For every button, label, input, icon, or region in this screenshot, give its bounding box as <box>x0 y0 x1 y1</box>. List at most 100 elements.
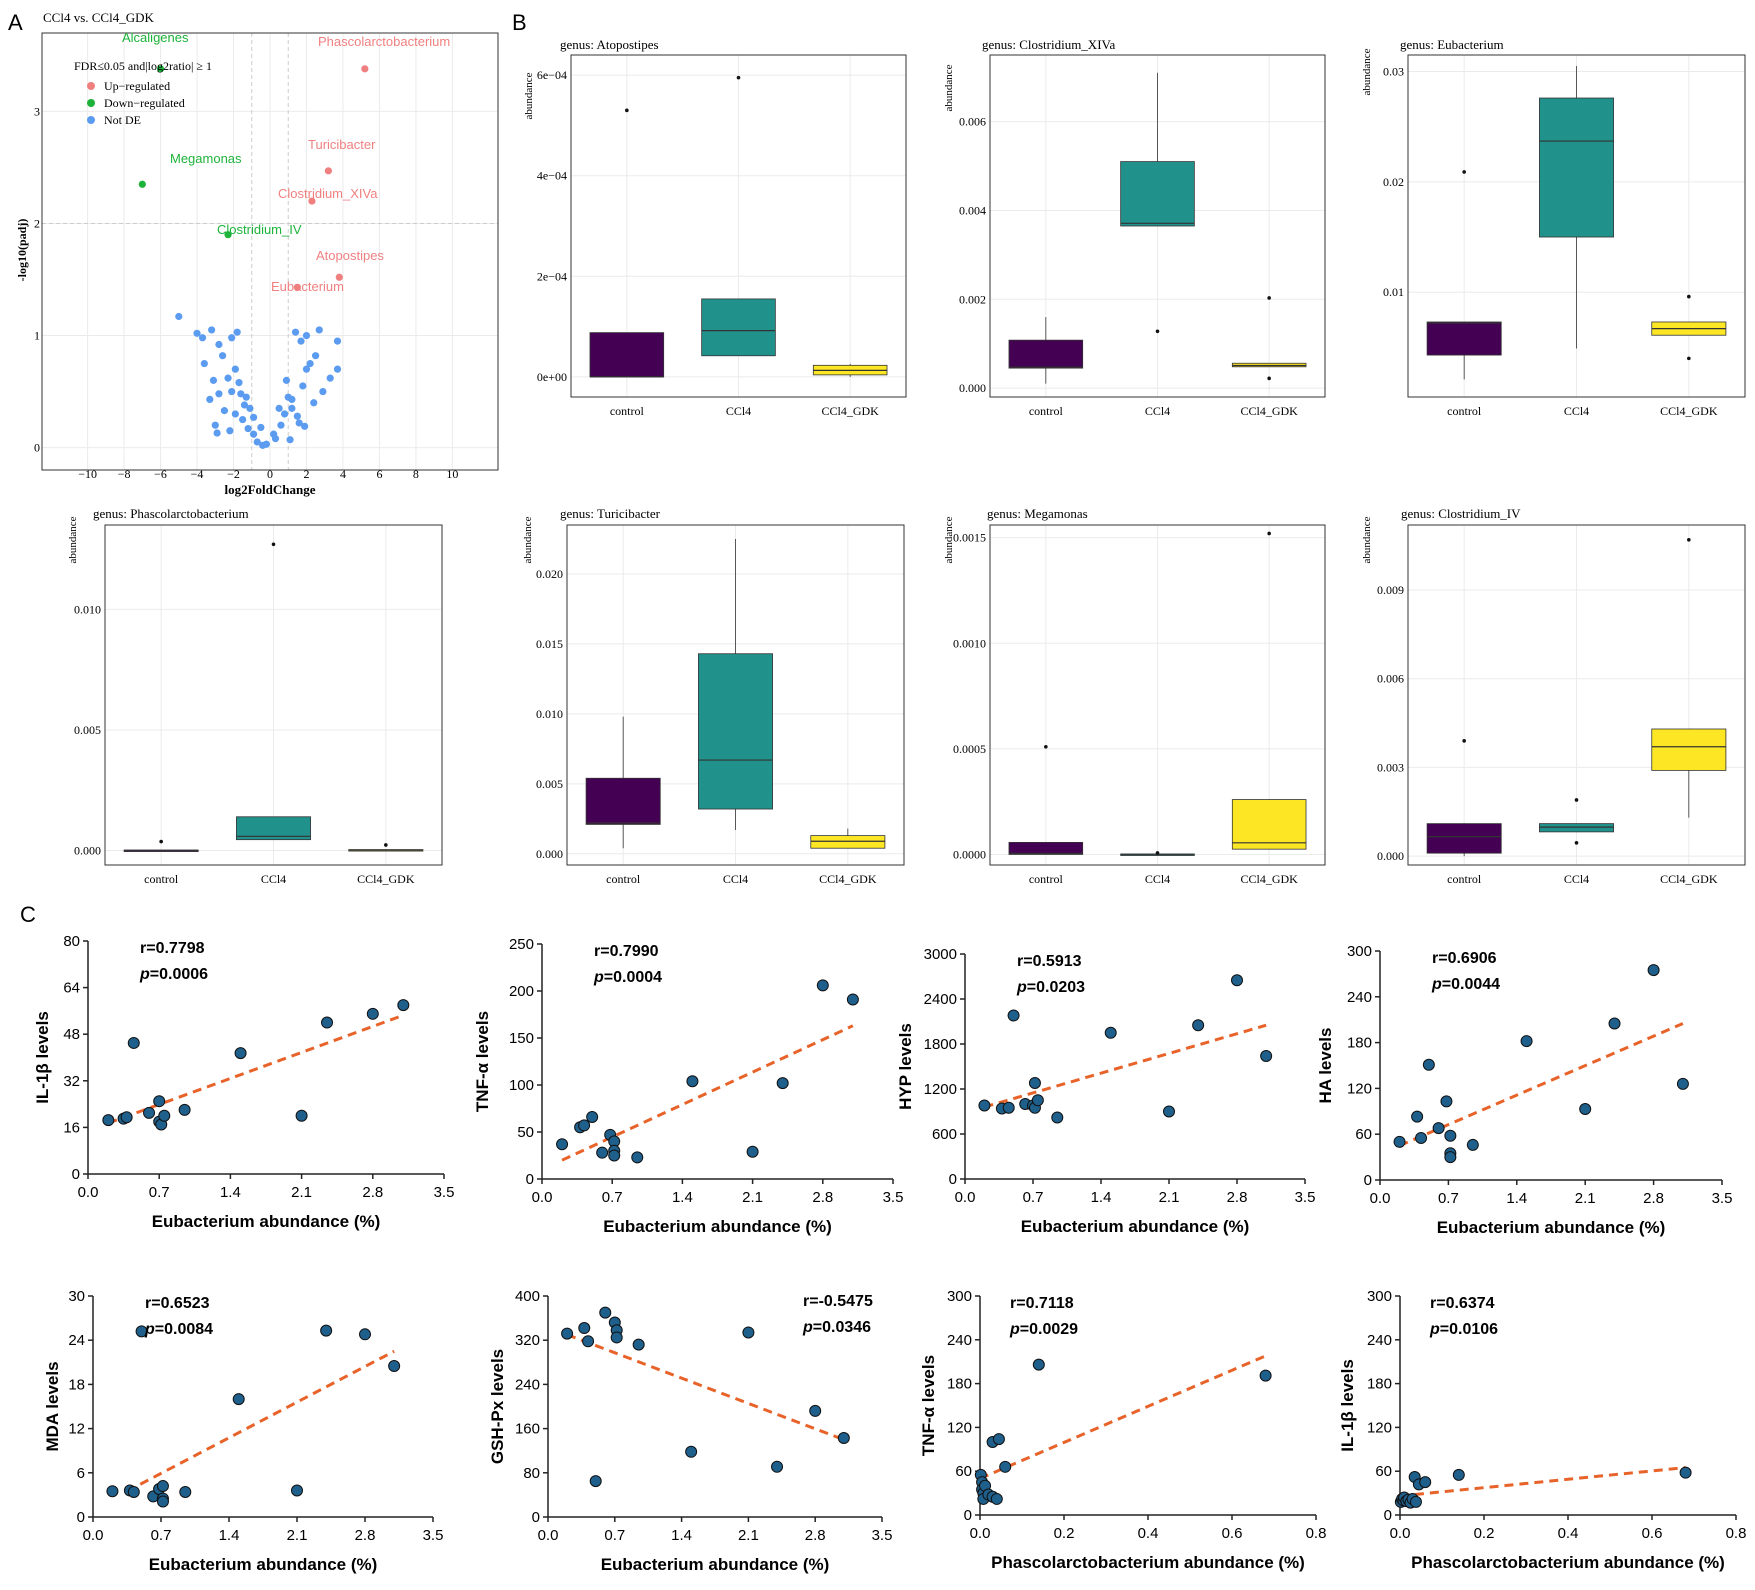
scatter-y-tick: 0 <box>77 1509 85 1526</box>
box-x-tick: CCl4_GDK <box>819 872 877 886</box>
box-title: genus: Eubacterium <box>1400 37 1504 52</box>
box-y-tick: 6e−04 <box>537 68 567 82</box>
scatter-x-tick: 2.1 <box>742 1189 763 1206</box>
scatter-y-tick: 600 <box>932 1126 957 1143</box>
volcano-x-tick: 2 <box>303 467 309 481</box>
box-y-label: abundance <box>67 516 79 563</box>
scatter-y-tick: 180 <box>1347 1035 1372 1052</box>
box-y-tick: 0.000 <box>1377 849 1404 863</box>
scatter-y-tick: 240 <box>515 1376 540 1393</box>
scatter-point <box>153 1095 166 1108</box>
scatter-y-tick: 0 <box>72 1166 80 1183</box>
scatter-x-label: Eubacterium abundance (%) <box>149 1555 378 1574</box>
volcano-point-notde <box>319 387 327 396</box>
scatter-x-tick: 0.4 <box>1138 1525 1159 1542</box>
scatter-p-number: =0.0004 <box>604 969 662 986</box>
volcano-point-notde <box>306 359 314 368</box>
box-frame <box>989 54 1326 398</box>
volcano-point-label: Clostridium_IV <box>217 222 302 237</box>
scatter-point <box>816 979 829 992</box>
box-x-tick: control <box>1029 872 1064 886</box>
volcano-point-notde <box>249 413 258 421</box>
volcano-legend-swatch <box>87 82 95 90</box>
volcano-point-notde <box>228 387 236 396</box>
scatter-x-tick: 0.0 <box>1390 1525 1411 1542</box>
volcano-point-notde <box>257 423 265 432</box>
volcano-point-notde <box>288 395 296 404</box>
scatter-point <box>776 1077 789 1090</box>
scatter-x-tick: 0.7 <box>149 1184 170 1201</box>
volcano-point-notde <box>249 430 258 438</box>
box-outlier <box>1462 170 1466 174</box>
scatter-y-tick: 240 <box>1347 989 1372 1006</box>
volcano-x-tick: −2 <box>227 467 240 481</box>
volcano-point-notde <box>302 331 311 340</box>
scatter-point <box>127 1036 140 1049</box>
scatter-point <box>1466 1138 1479 1151</box>
scatter-x-label: Eubacterium abundance (%) <box>152 1212 381 1231</box>
scatter-y-tick: 0 <box>949 1171 957 1188</box>
volcano-point-notde <box>200 359 208 368</box>
volcano-x-tick: 10 <box>446 467 458 481</box>
scatter-y-tick: 150 <box>509 1030 534 1047</box>
scatter-x-label: Phascolarctobacterium abundance (%) <box>991 1553 1305 1572</box>
volcano-point-notde <box>295 419 303 427</box>
scatter-point <box>156 1495 169 1508</box>
scatter-x-tick: 0.7 <box>1438 1190 1459 1207</box>
volcano-point-notde <box>209 376 218 384</box>
volcano-point-down <box>138 180 146 188</box>
scatter-p-value: p=0.0006 <box>139 966 208 983</box>
box-control <box>589 332 665 378</box>
box-frame <box>104 524 443 866</box>
scatter-x-tick: 2.8 <box>1643 1190 1664 1207</box>
volcano-point-notde <box>293 412 301 420</box>
scatter-point <box>990 1492 1003 1505</box>
scatter-point <box>1031 1094 1044 1107</box>
volcano-y-tick: 1 <box>34 329 40 343</box>
scatter-y-tick: 32 <box>63 1073 80 1090</box>
scatter-x-tick: 3.5 <box>1712 1190 1733 1207</box>
box-outlier <box>1155 851 1160 855</box>
scatter-point <box>589 1475 602 1488</box>
scatter-point <box>1192 1019 1205 1032</box>
box-x-tick: CCl4_GDK <box>1240 404 1298 418</box>
scatter-point <box>1163 1105 1175 1118</box>
box-y-tick: 2e−04 <box>537 269 567 283</box>
box-y-tick: 0.01 <box>1383 285 1404 299</box>
scatter-y-tick: 64 <box>63 980 80 997</box>
scatter-y-tick: 3000 <box>924 946 957 963</box>
box-y-tick: 0.03 <box>1383 65 1404 79</box>
scatter-point <box>234 1047 247 1060</box>
scatter-y-tick: 1200 <box>924 1081 957 1098</box>
scatter-point <box>106 1485 119 1498</box>
box-outlier <box>1267 296 1271 300</box>
volcano-point-notde <box>228 334 236 342</box>
scatter-y-tick: 240 <box>1367 1332 1392 1349</box>
scatter-point <box>1032 1358 1045 1371</box>
scatter-y-tick: 0 <box>1384 1507 1392 1524</box>
scatter-point <box>1608 1017 1621 1030</box>
scatter-x-tick: 1.4 <box>1506 1190 1527 1207</box>
scatter-x-tick: 0.0 <box>532 1189 553 1206</box>
box-plots: genus: Atopostipes abundance 0e+00 2e−04 4e−… <box>67 37 1746 886</box>
scatter-y-tick: 6 <box>77 1465 85 1482</box>
volcano-point-notde <box>291 328 300 336</box>
scatter-point <box>366 1007 379 1020</box>
scatter-x-tick: 0.7 <box>151 1527 172 1544</box>
scatter-point <box>1411 1110 1424 1123</box>
volcano-point-down <box>156 65 165 73</box>
scatter-y-tick: 300 <box>1347 943 1372 960</box>
box-y-tick: 0.006 <box>1377 672 1404 686</box>
volcano-legend-item: Up−regulated <box>104 79 170 93</box>
scatter-fit-line <box>1399 1466 1686 1498</box>
box-y-label: abundance <box>943 516 955 563</box>
box-outlier <box>736 75 741 80</box>
volcano-x-tick: 8 <box>413 467 419 481</box>
box-outlier <box>1267 376 1271 381</box>
scatter-r-value: r=0.6523 <box>145 1295 210 1312</box>
box-y-tick: 0.005 <box>536 777 563 791</box>
volcano-point-notde <box>253 438 261 446</box>
box-x-tick: CCl4_GDK <box>1660 872 1718 886</box>
scatter-point <box>1002 1101 1015 1114</box>
box-title: genus: Atopostipes <box>560 37 659 52</box>
